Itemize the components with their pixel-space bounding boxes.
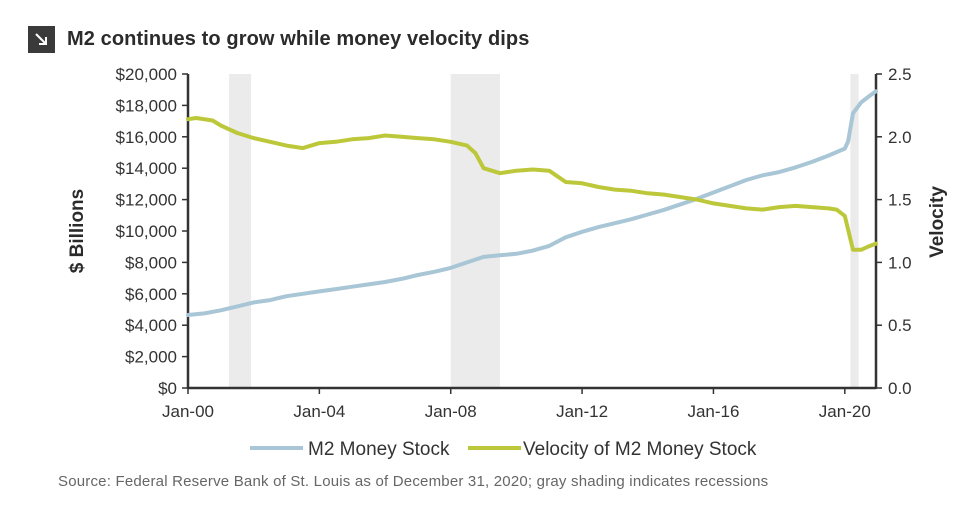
y-tick-label: $16,000	[116, 128, 177, 147]
y-tick-label: $8,000	[125, 253, 177, 272]
recession-bands	[229, 74, 859, 388]
y-tick-label: $18,000	[116, 96, 177, 115]
y2-tick-label: 1.5	[888, 191, 912, 210]
legend-label-velocity: Velocity of M2 Money Stock	[523, 439, 757, 460]
legend-label-m2: M2 Money Stock	[308, 439, 450, 460]
series-line-m2	[186, 89, 878, 317]
y-axis-title: $ Billions	[67, 189, 88, 273]
y-tick-label: $4,000	[125, 316, 177, 335]
x-tick-label: Jan-08	[425, 402, 477, 421]
y-tick-label: $6,000	[125, 285, 177, 304]
recession-band	[850, 74, 859, 388]
y2-tick-label: 2.0	[888, 128, 912, 147]
y-tick-label: $2,000	[125, 348, 177, 367]
chart-title: M2 continues to grow while money velocit…	[67, 28, 530, 50]
recession-band	[450, 74, 500, 388]
y2-tick-label: 0.5	[888, 316, 912, 335]
y2-tick-label: 0.0	[888, 379, 912, 398]
x-tick-label: Jan-00	[162, 402, 214, 421]
source-note: Source: Federal Reserve Bank of St. Loui…	[58, 473, 769, 490]
series-line-velocity	[186, 116, 878, 252]
y-tick-label: $0	[158, 379, 177, 398]
y2-tick-label: 2.5	[888, 65, 912, 84]
x-tick-label: Jan-12	[556, 402, 608, 421]
y-tick-label: $10,000	[116, 222, 177, 241]
x-tick-label: Jan-20	[819, 402, 871, 421]
y-tick-label: $14,000	[116, 159, 177, 178]
x-tick-label: Jan-16	[687, 402, 739, 421]
y-tick-label: $20,000	[116, 65, 177, 84]
axes	[186, 74, 878, 390]
x-tick-label: Jan-04	[293, 402, 345, 421]
y-tick-label: $12,000	[116, 191, 177, 210]
arrow-down-right-icon	[28, 26, 55, 53]
y2-axis-title: Velocity	[927, 186, 948, 258]
chart-title-row: M2 continues to grow while money velocit…	[28, 26, 529, 53]
legend: M2 Money Stock Velocity of M2 Money Stoc…	[250, 439, 757, 460]
y2-tick-label: 1.0	[888, 253, 912, 272]
series-lines	[186, 89, 878, 317]
recession-band	[229, 74, 252, 388]
tick-labels: $0 $2,000 $4,000 $6,000 $8,000 $10,000 $12,000…	[116, 65, 912, 421]
